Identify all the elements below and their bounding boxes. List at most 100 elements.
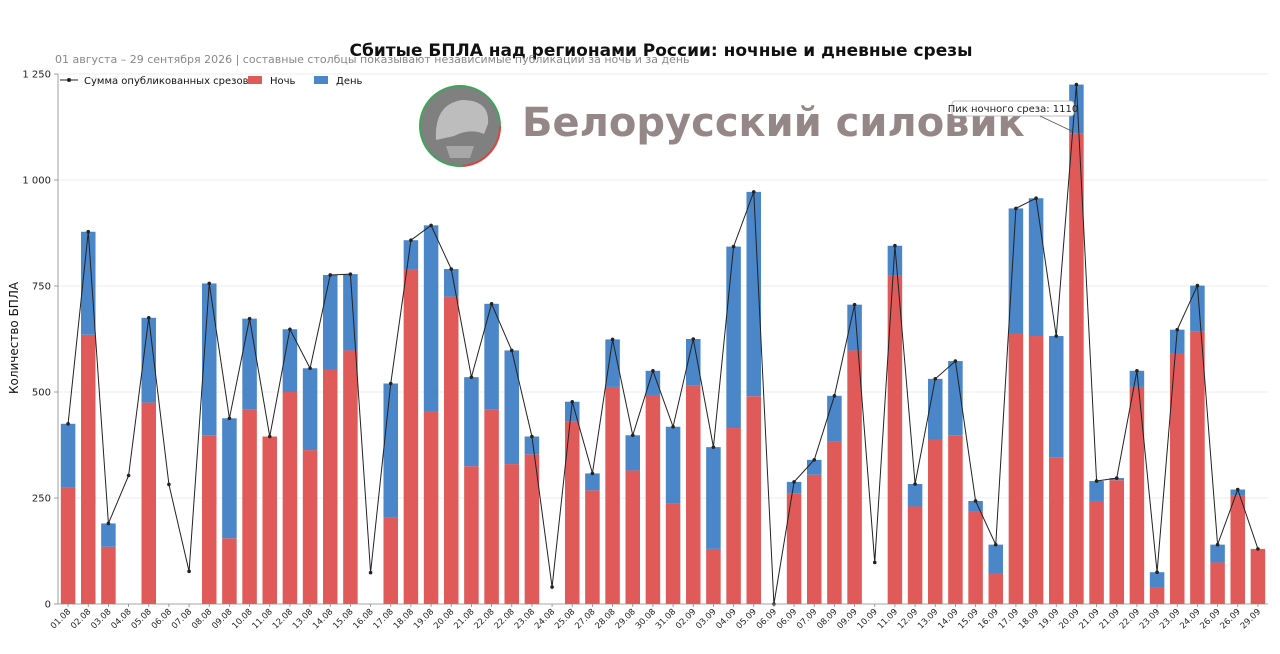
bar-day (322, 274, 338, 370)
x-tick-label: 31.08 (654, 607, 678, 631)
bar-night (625, 470, 641, 604)
bar-day (1190, 285, 1205, 332)
bar-night (706, 548, 721, 604)
sum-line-point (610, 337, 615, 342)
bar-day (383, 383, 399, 518)
sum-line-point (489, 302, 494, 306)
bar-day (988, 544, 1004, 574)
x-tick-label: 05.09 (735, 607, 759, 631)
x-tick-label: 04.08 (109, 607, 133, 631)
x-tick-label: 08.09 (815, 607, 839, 631)
bar-day (585, 473, 600, 491)
bar-day (847, 304, 862, 351)
legend-day-swatch (314, 76, 328, 84)
bar-day (1169, 329, 1185, 353)
x-tick-label: 17.08 (372, 607, 396, 631)
bar-night (60, 487, 76, 604)
x-tick-label: 05.08 (130, 607, 154, 631)
bar-night (1250, 548, 1266, 604)
bar-day (80, 231, 96, 335)
bar-day (1230, 489, 1246, 496)
sum-line-point (933, 377, 938, 381)
sum-line-point (832, 394, 837, 398)
x-tick-label: 13.09 (916, 607, 940, 631)
legend-line-marker (67, 78, 71, 82)
bar-night (1149, 587, 1165, 604)
bar-day (403, 240, 419, 270)
legend-night: Ночь (270, 76, 296, 87)
y-tick-label: 750 (32, 282, 51, 293)
x-tick-label: 03.09 (694, 607, 718, 631)
x-tick-label: 24.08 (533, 607, 557, 631)
x-tick-label: 18.08 (392, 607, 416, 631)
x-tick-label: 02.09 (674, 607, 698, 631)
x-tick-label: 29.09 (1239, 607, 1263, 631)
bar-day (827, 395, 842, 442)
bar-day (101, 523, 116, 547)
sum-line-point (792, 480, 796, 484)
y-tick-label: 250 (32, 494, 51, 505)
bar-day (1048, 336, 1064, 458)
bar-night (484, 409, 499, 604)
watermark-text: Белорусский силовик (522, 100, 1025, 146)
sum-line-point (671, 424, 675, 429)
chart-subtitle: 01 августа – 29 сентября 2026 | составны… (55, 53, 690, 66)
x-tick-label: 23.09 (1158, 607, 1182, 631)
sum-line-point (388, 381, 393, 386)
bar-day (564, 401, 580, 422)
bars (60, 84, 1266, 605)
x-tick-label: 23.08 (513, 607, 537, 631)
sum-line (66, 82, 1260, 606)
sum-line-point (530, 434, 534, 439)
legend-night-swatch (248, 76, 262, 84)
sum-line-point (328, 273, 333, 277)
bar-night (605, 386, 620, 604)
legend-sum: Сумма опубликованных срезов (84, 76, 249, 87)
bar-night (665, 503, 681, 604)
sum-line-point (630, 433, 635, 438)
bar-day (887, 245, 903, 276)
sum-line-point (1235, 487, 1240, 492)
sum-line-point (651, 369, 655, 373)
bar-day (948, 361, 963, 436)
bar-night (524, 454, 540, 604)
bar-night (1169, 352, 1185, 604)
bar-night (806, 474, 822, 604)
sum-line-point (812, 458, 817, 462)
bar-night (726, 428, 741, 604)
x-tick-label: 25.08 (553, 607, 577, 631)
bar-day (1069, 84, 1084, 134)
sum-line-point (1256, 547, 1260, 551)
bar-day (1008, 208, 1024, 334)
sum-line-point (247, 316, 252, 321)
sum-line-point (570, 399, 575, 404)
x-tick-label: 18.09 (1017, 607, 1041, 631)
x-tick-label: 02.08 (69, 607, 93, 631)
legend-day: День (336, 76, 363, 87)
bar-night (80, 334, 96, 604)
bar-night (282, 392, 298, 604)
sum-line-point (146, 316, 151, 320)
sum-line-point (348, 272, 353, 276)
bar-day (1149, 572, 1165, 588)
x-tick-label: 15.08 (331, 607, 355, 631)
bar-day (423, 225, 439, 412)
x-tick-label: 20.08 (432, 607, 456, 631)
x-tick-label: 03.08 (89, 607, 113, 631)
x-tick-label: 08.08 (190, 607, 214, 631)
bar-night (1190, 331, 1205, 604)
bar-night (1028, 336, 1044, 604)
bar-day (685, 339, 701, 386)
bar-day (806, 459, 822, 475)
sum-line-point (1014, 206, 1018, 211)
sum-line-point (1114, 476, 1119, 480)
bar-night (887, 275, 903, 604)
x-tick-label: 09.08 (210, 607, 234, 631)
bar-night (1069, 133, 1084, 605)
x-tick-label: 21.08 (452, 607, 476, 631)
sum-line-point (1215, 542, 1220, 547)
x-tick-label: 26.09 (1219, 607, 1243, 631)
sum-line-path (67, 84, 1259, 605)
x-tick-label: 19.09 (1037, 607, 1061, 631)
bar-day (726, 246, 741, 429)
